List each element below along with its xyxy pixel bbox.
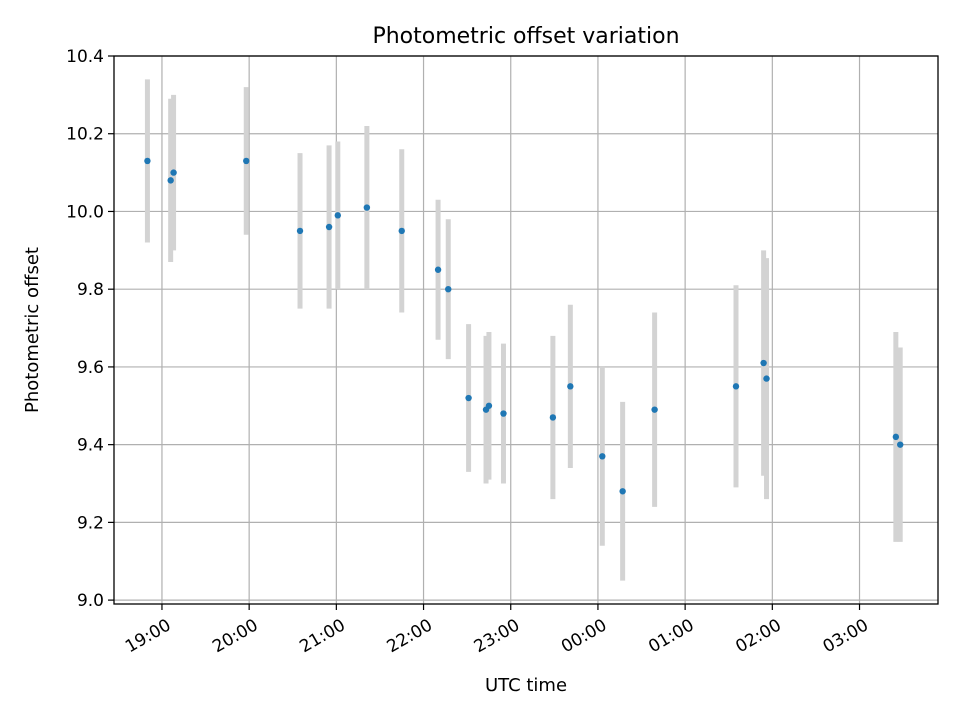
data-point — [363, 204, 371, 211]
data-point — [732, 383, 740, 390]
y-tick-label: 10.2 — [66, 125, 104, 145]
data-point — [334, 212, 342, 219]
data-point — [398, 227, 405, 235]
data-point — [763, 375, 770, 382]
y-tick-label: 9.6 — [77, 358, 104, 378]
data-point — [144, 157, 151, 165]
y-tick-label: 9.2 — [77, 513, 104, 533]
y-tick-label: 10.4 — [66, 47, 104, 67]
chart-title: Photometric offset variation — [372, 24, 679, 49]
y-tick-label: 9.8 — [77, 280, 104, 300]
data-point — [760, 359, 767, 367]
data-point — [485, 402, 493, 409]
data-point — [167, 177, 174, 184]
data-point — [170, 169, 177, 176]
data-point — [296, 227, 304, 235]
data-point — [567, 383, 574, 390]
data-point — [465, 394, 472, 402]
data-point — [434, 266, 442, 273]
point-layer — [144, 157, 904, 495]
data-point — [243, 157, 250, 165]
y-tick-label: 9.4 — [77, 436, 104, 456]
data-point — [897, 441, 904, 448]
data-point — [619, 488, 626, 495]
data-point — [892, 433, 900, 441]
data-point — [549, 414, 557, 421]
y-tick-label: 10.0 — [66, 202, 104, 222]
data-point — [599, 453, 606, 460]
data-point — [445, 285, 452, 293]
data-point — [651, 406, 658, 413]
x-axis-label: UTC time — [485, 675, 567, 696]
data-point — [325, 223, 333, 231]
data-point — [500, 410, 507, 417]
y-tick-label: 9.0 — [77, 591, 104, 611]
plot-frame — [113, 55, 939, 605]
y-axis-label: Photometric offset — [22, 247, 43, 413]
